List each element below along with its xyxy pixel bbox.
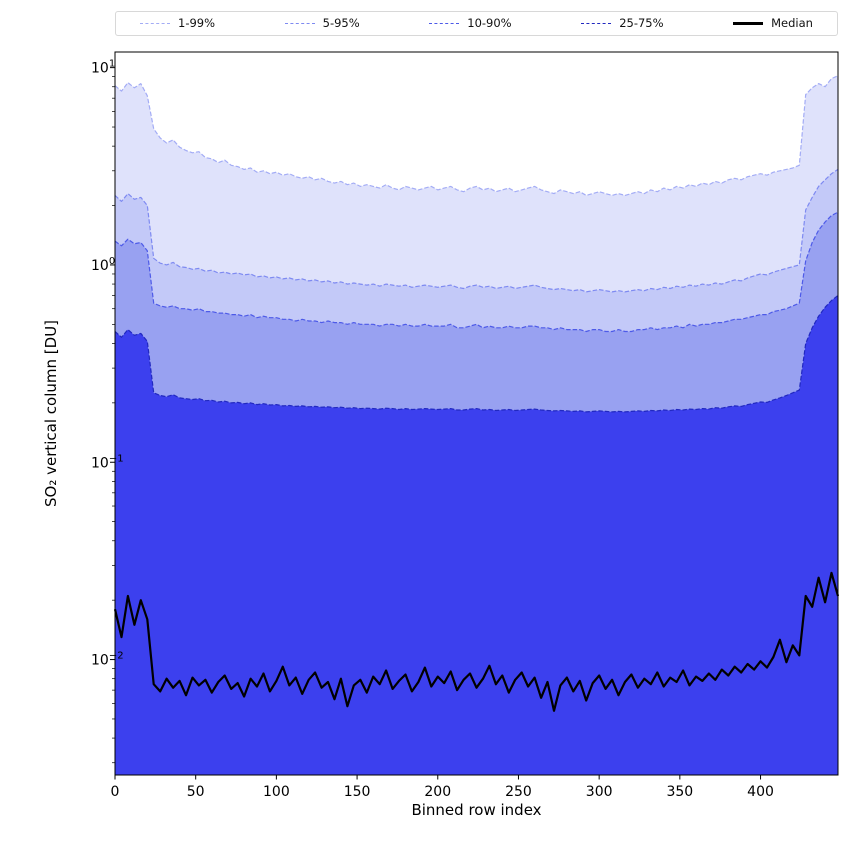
- x-tick-label: 150: [344, 784, 371, 800]
- legend-item-25-75: 25-75%: [581, 15, 664, 30]
- x-tick-label: 200: [424, 784, 451, 800]
- legend-label: 25-75%: [619, 15, 664, 30]
- x-axis-label: Binned row index: [411, 801, 542, 819]
- legend-item-5-95: 5-95%: [284, 15, 360, 30]
- legend-label: Median: [771, 15, 813, 30]
- x-tick-label: 0: [111, 784, 120, 800]
- line-p1-99: [114, 75, 839, 196]
- band-p25-75: [115, 295, 838, 775]
- x-tick-label: 100: [263, 784, 290, 800]
- legend-line-5-95-icon: [284, 23, 315, 24]
- x-tick-label: 350: [666, 784, 693, 800]
- x-tick-label: 50: [187, 784, 205, 800]
- x-tick-label: 400: [747, 784, 774, 800]
- legend-line-1-99-icon: [140, 23, 170, 24]
- plot-frame: [114, 51, 839, 776]
- line-median: [113, 571, 840, 712]
- legend-label: 1-99%: [178, 15, 216, 30]
- y-tick-label: 101: [91, 59, 115, 77]
- y-axis-label: SO₂ vertical column [DU]: [42, 319, 60, 508]
- legend-label: 5-95%: [322, 15, 360, 30]
- y-tick-label: 100: [91, 256, 115, 274]
- legend-item-10-90: 10-90%: [429, 15, 512, 30]
- line-p10-90: [114, 211, 839, 333]
- x-tick-label: 250: [505, 784, 532, 800]
- legend-item-1-99: 1-99%: [140, 15, 216, 30]
- legend-line-25-75-icon: [581, 23, 612, 24]
- legend-line-median-icon: [733, 22, 764, 25]
- x-tick-label: 300: [586, 784, 613, 800]
- legend-item-median: Median: [733, 15, 813, 30]
- legend: 1-99% 5-95% 10-90% 25-75% Median: [115, 11, 838, 36]
- legend-label: 10-90%: [467, 15, 512, 30]
- line-p25-75: [114, 295, 839, 413]
- line-p5-95: [114, 168, 839, 293]
- legend-line-10-90-icon: [429, 23, 460, 24]
